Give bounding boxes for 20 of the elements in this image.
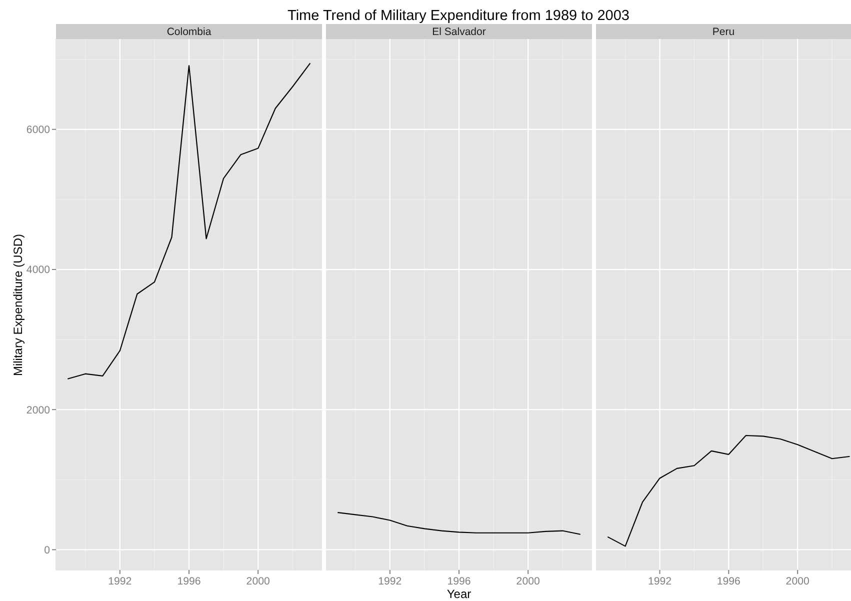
x-tick-label: 1996: [716, 576, 741, 588]
y-tick-label: 0: [44, 544, 50, 556]
x-tick-label: 1996: [177, 576, 201, 588]
chart-subtitle: El Salvador: [432, 25, 486, 39]
x-tick-label: 2000: [246, 576, 270, 588]
y-tick-label: 6000: [26, 124, 50, 136]
x-tick-label: 1992: [108, 576, 132, 588]
x-tick-label: 1996: [447, 576, 471, 588]
x-tick-label: 2000: [786, 576, 810, 588]
y-tick-label: 4000: [26, 264, 50, 276]
x-axis-title: Year: [446, 587, 472, 601]
line-series: [68, 62, 310, 380]
x-tick-label: 2000: [516, 576, 540, 588]
y-tick-label: 2000: [26, 404, 50, 416]
chart-title: Time Trend of Military Expenditure from 1989 to 2003: [288, 8, 630, 24]
x-tick-label: 1992: [648, 576, 672, 588]
chart-subtitle: Colombia: [166, 25, 212, 39]
x-tick-label: 1992: [378, 576, 402, 588]
chart-subtitle: Peru: [712, 25, 735, 39]
y-axis-title: Military Expenditure (USD): [11, 233, 25, 376]
